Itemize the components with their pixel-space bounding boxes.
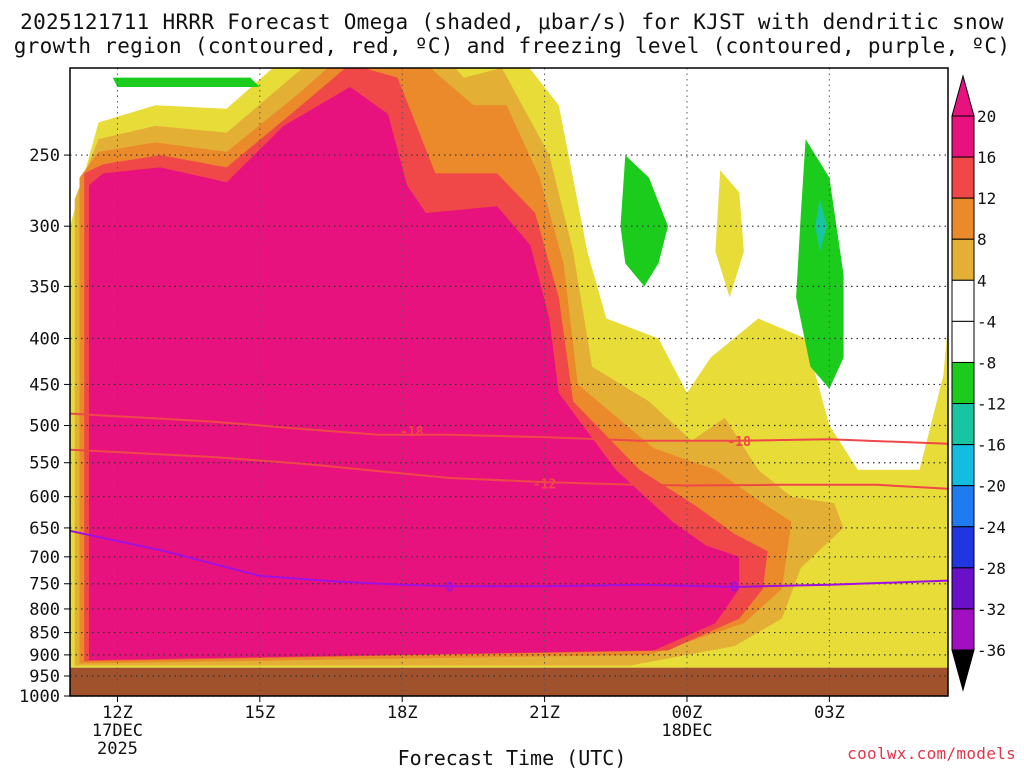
x-tick-label: 03Z [814, 703, 845, 723]
chart-title-line-2: growth region (contoured, red, ºC) and f… [13, 34, 1011, 58]
colorbar-arrow-top [951, 74, 975, 117]
colorbar-bin [951, 115, 975, 158]
contour-freezing-level [70, 529, 948, 588]
y-tick-label: 450 [29, 375, 60, 395]
shade-omega-ge-20 [89, 87, 740, 661]
colorbar-bin [951, 526, 975, 569]
y-tick-label: 250 [29, 146, 60, 166]
colorbar-bin [951, 238, 975, 281]
colorbar-label: -36 [977, 641, 1006, 660]
x-tick-date: 18DEC [661, 721, 712, 741]
contour-label: -18 [400, 425, 424, 440]
y-tick-label: 800 [29, 600, 60, 620]
x-tick-label: 12Z [102, 703, 133, 723]
x-tick-year: 2025 [97, 739, 138, 759]
colorbar-label: -12 [977, 395, 1006, 414]
y-tick-label: 700 [29, 548, 60, 568]
colorbar-bin [951, 485, 975, 528]
shade-omega-le-minus4-a [620, 155, 668, 287]
x-axis-label: Forecast Time (UTC) [397, 746, 627, 770]
colorbar-arrow-bottom [951, 649, 975, 692]
contour-dgz-lower [70, 448, 948, 490]
colorbar-bin [951, 608, 975, 651]
contour-label: 0 [446, 580, 454, 595]
contour-label: -18 [727, 435, 751, 450]
x-tick-date: 17DEC [92, 721, 143, 741]
colorbar-label: -24 [977, 518, 1006, 537]
x-tick-label: 15Z [244, 703, 275, 723]
y-tick-label: 1000 [19, 687, 60, 707]
plot-frame [69, 67, 949, 697]
colorbar-bin [951, 320, 975, 363]
y-tick-label: 600 [29, 488, 60, 508]
colorbar-bin [951, 361, 975, 405]
colorbar-label: 16 [977, 148, 996, 167]
y-tick-label: 750 [29, 575, 60, 595]
colorbar-bin [951, 567, 975, 610]
shade-omega-yellow-inner [715, 170, 744, 298]
colorbar-bin [951, 444, 975, 487]
y-tick-label: 350 [29, 277, 60, 297]
y-tick-label: 500 [29, 417, 60, 437]
y-tick-label: 850 [29, 624, 60, 644]
y-tick-label: 550 [29, 454, 60, 474]
y-tick-label: 650 [29, 519, 60, 539]
shade-omega-le-minus4-b [796, 139, 844, 389]
colorbar-label: 12 [977, 189, 996, 208]
shade-omega-le-minus8-b [815, 199, 827, 252]
colorbar-label: 4 [977, 271, 987, 290]
shade-omega-yellow-bottom [758, 637, 901, 664]
colorbar-label: 8 [977, 230, 987, 249]
source-credit[interactable]: coolwx.com/models [847, 744, 1016, 763]
colorbar-bin [951, 403, 975, 446]
colorbar-label: -28 [977, 559, 1006, 578]
colorbar-bin [951, 197, 975, 240]
colorbar-bin [951, 279, 975, 322]
colorbar-label: 20 [977, 107, 996, 126]
y-tick-label: 900 [29, 646, 60, 666]
x-tick-label: 21Z [529, 703, 560, 723]
colorbar-label: -20 [977, 477, 1006, 496]
contour-label: -12 [533, 477, 556, 492]
chart-title-line-1: 2025121711 HRRR Forecast Omega (shaded, … [20, 10, 1004, 34]
contour-dgz-upper [70, 412, 948, 445]
colorbar-label: -32 [977, 600, 1006, 619]
ground-below-surface [70, 667, 948, 696]
colorbar-label: -16 [977, 436, 1006, 455]
x-tick-label: 00Z [672, 703, 703, 723]
y-tick-label: 950 [29, 667, 60, 687]
shade-omega-le-minus4-top [112, 77, 260, 87]
y-tick-label: 300 [29, 217, 60, 237]
y-tick-label: 400 [29, 329, 60, 349]
colorbar-label: -4 [977, 312, 996, 331]
colorbar-bin [951, 156, 975, 199]
contour-label: 0 [731, 580, 739, 595]
x-tick-label: 18Z [387, 703, 418, 723]
colorbar-label: -8 [977, 353, 996, 372]
